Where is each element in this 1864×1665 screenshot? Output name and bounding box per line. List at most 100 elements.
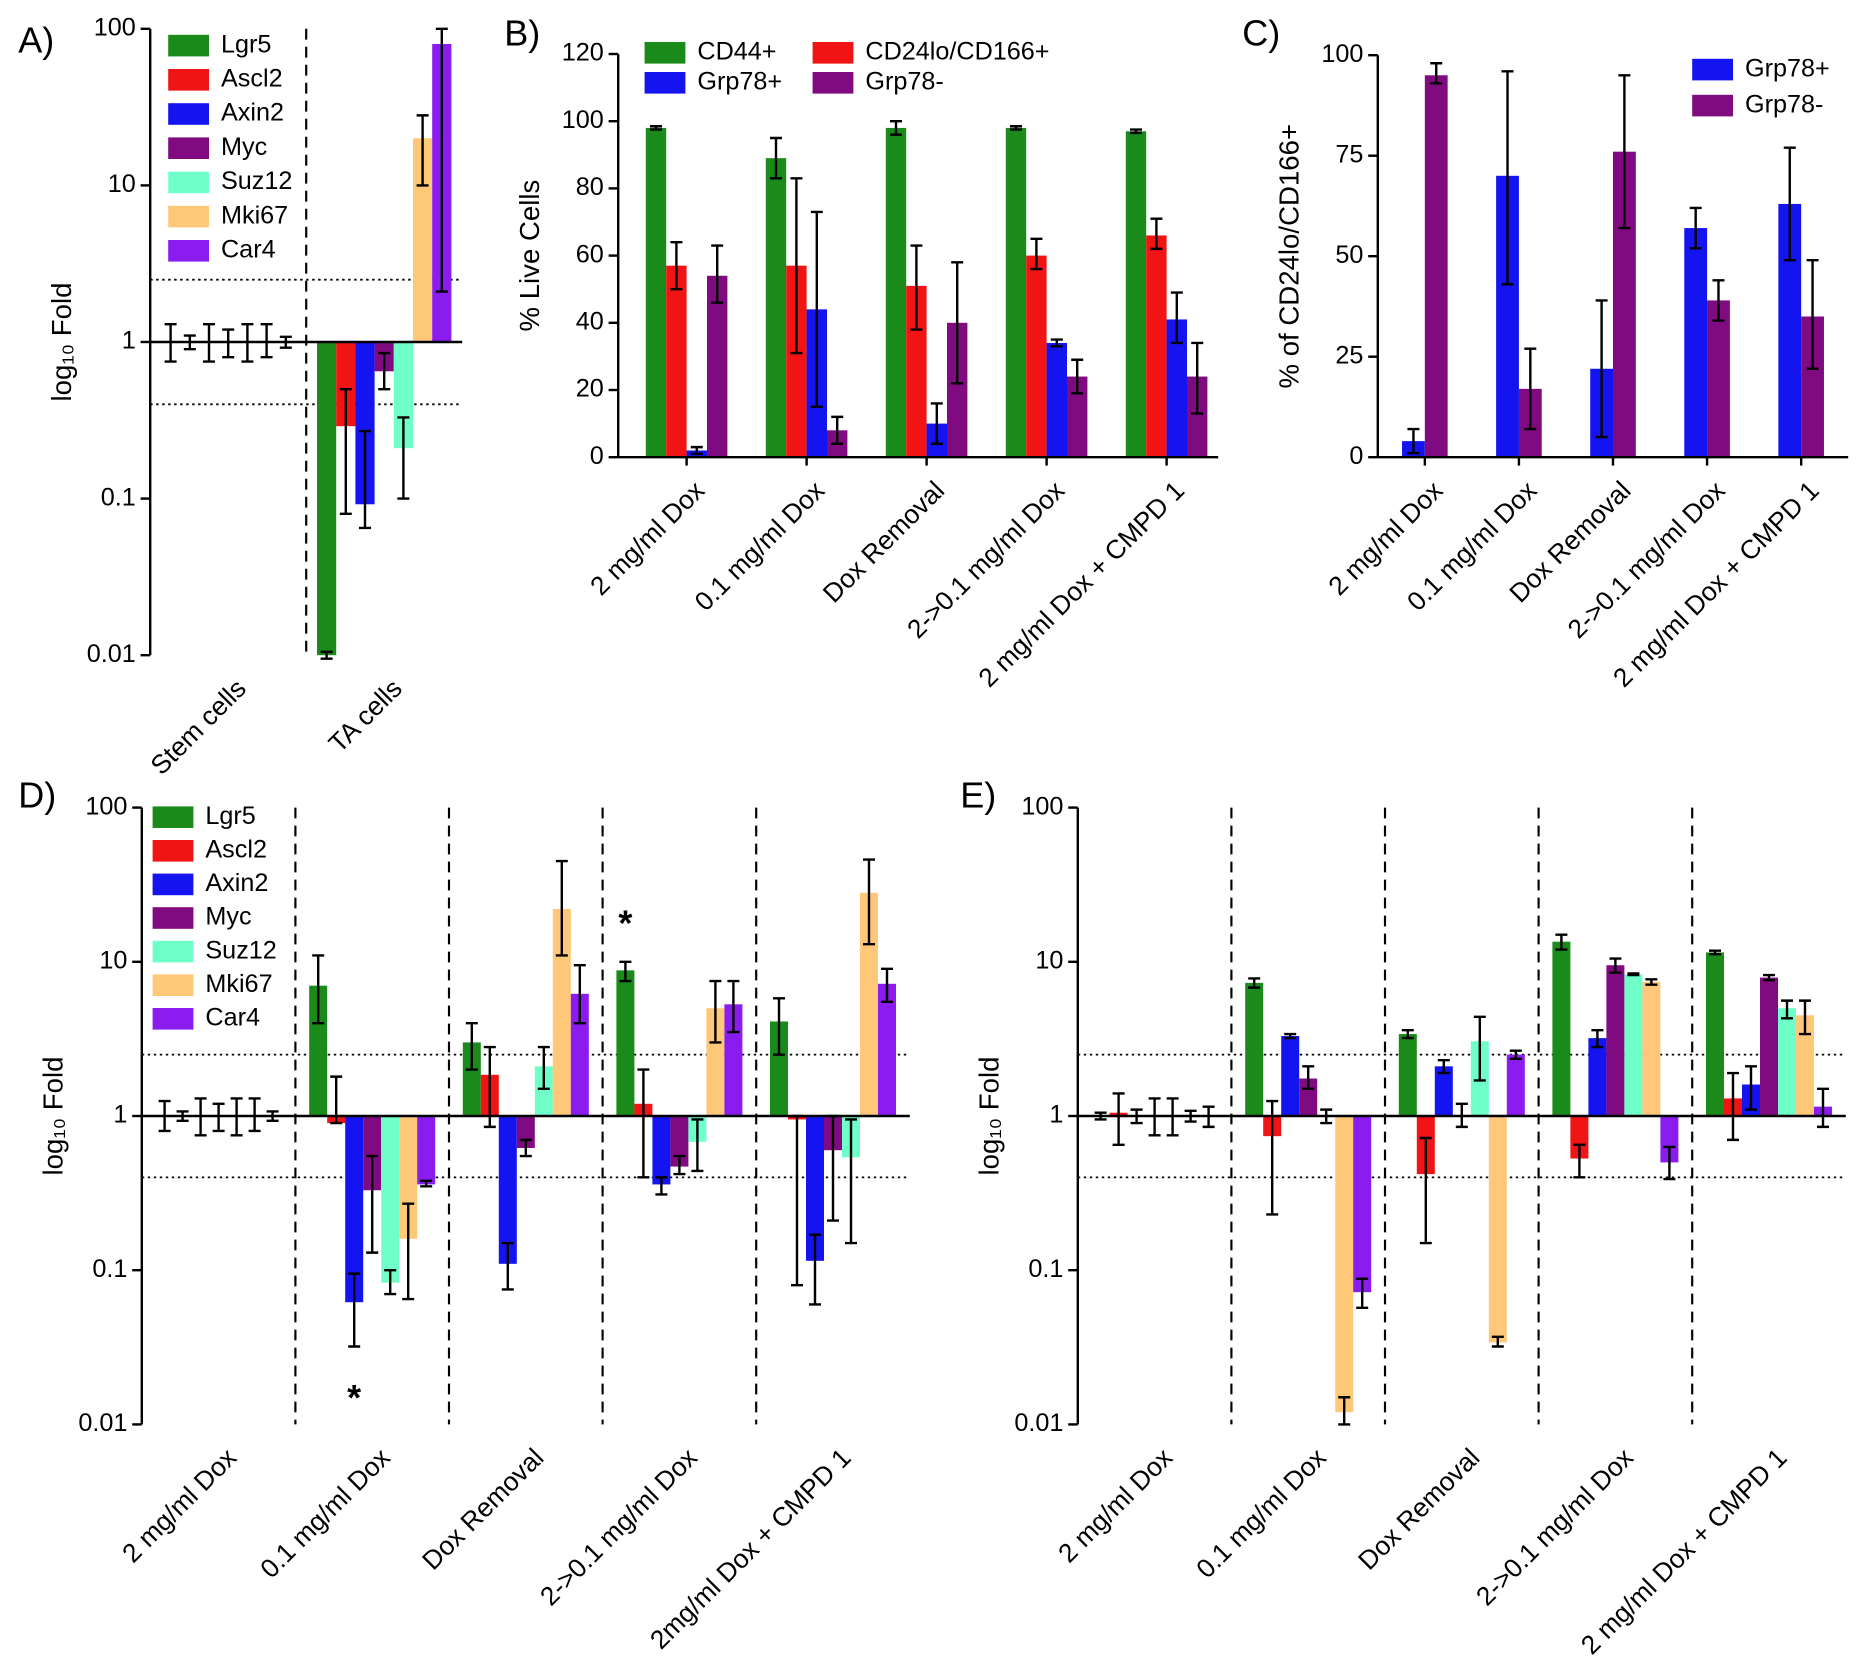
error-bar bbox=[1609, 957, 1622, 974]
bar bbox=[355, 342, 375, 505]
bar bbox=[1796, 1015, 1814, 1116]
error-bar bbox=[1783, 146, 1796, 262]
legend-label: Grp78+ bbox=[1745, 54, 1830, 82]
y-axis-label: log₁₀ Fold bbox=[46, 283, 77, 402]
legend-swatch bbox=[168, 103, 209, 125]
x-tick-label: 2->0.1 mg/ml Dox bbox=[534, 1442, 703, 1611]
error-bar bbox=[416, 114, 429, 187]
legend-swatch bbox=[168, 205, 209, 228]
bar bbox=[1496, 175, 1519, 458]
bar bbox=[1005, 127, 1027, 458]
bar bbox=[1398, 1034, 1417, 1116]
error-bar bbox=[537, 1045, 550, 1091]
error-bar bbox=[348, 1272, 361, 1348]
y-tick-label: 40 bbox=[576, 307, 604, 335]
bar bbox=[1187, 376, 1208, 458]
legend-swatch bbox=[812, 72, 854, 94]
legend-label: Axin2 bbox=[205, 869, 268, 897]
bar bbox=[1434, 1066, 1453, 1116]
bar bbox=[1488, 1116, 1507, 1343]
error-bar bbox=[1437, 1059, 1450, 1075]
error-bar bbox=[1191, 341, 1204, 415]
bar bbox=[1046, 342, 1067, 458]
error-bar bbox=[1763, 973, 1775, 982]
error-bar bbox=[1727, 1071, 1739, 1142]
error-bar bbox=[772, 997, 785, 1056]
legend-label: Grp78+ bbox=[697, 67, 782, 95]
legend-label: Myc bbox=[205, 903, 251, 931]
y-tick-label: 100 bbox=[94, 13, 136, 41]
y-tick-label: 0 bbox=[590, 442, 604, 470]
error-bar bbox=[844, 1118, 857, 1245]
bar bbox=[1660, 1116, 1679, 1163]
x-tick-label: Stem cells bbox=[144, 673, 251, 780]
bar bbox=[1760, 977, 1778, 1116]
panel-label: B) bbox=[504, 13, 540, 54]
bar bbox=[1424, 75, 1448, 458]
error-bar bbox=[320, 650, 333, 660]
error-bar bbox=[339, 387, 352, 515]
error-bar bbox=[1050, 338, 1063, 348]
error-bar bbox=[435, 27, 448, 293]
legend-label: Suz12 bbox=[221, 167, 292, 195]
error-bar bbox=[1663, 1145, 1676, 1181]
error-bar bbox=[951, 261, 964, 385]
x-tick-label: 2->0.1 mg/ml Dox bbox=[1470, 1442, 1639, 1611]
error-bar bbox=[790, 177, 803, 355]
bar bbox=[317, 342, 337, 656]
bar bbox=[393, 342, 413, 449]
error-bar bbox=[1591, 1029, 1604, 1049]
bar bbox=[1067, 376, 1088, 458]
error-bar bbox=[1595, 299, 1608, 439]
legend-label: Mki67 bbox=[205, 970, 272, 998]
error-bar bbox=[1627, 972, 1640, 977]
y-tick-label: 1 bbox=[1049, 1101, 1063, 1129]
error-bar bbox=[1509, 1049, 1522, 1060]
bar bbox=[498, 1116, 517, 1264]
legend-swatch bbox=[168, 171, 209, 194]
error-bar bbox=[709, 979, 722, 1044]
y-tick-label: 100 bbox=[85, 792, 127, 820]
error-bar bbox=[1501, 70, 1514, 286]
bar bbox=[706, 1008, 725, 1116]
x-tick-label: 2 mg/ml Dox bbox=[116, 1442, 242, 1568]
error-bar bbox=[769, 136, 782, 180]
error-bar bbox=[1618, 74, 1631, 230]
error-bar bbox=[555, 859, 568, 957]
y-tick-label: 1 bbox=[113, 1101, 127, 1129]
bar bbox=[399, 1116, 418, 1239]
legend-swatch bbox=[152, 907, 194, 929]
x-tick-label: 0.1 mg/ml Dox bbox=[1190, 1442, 1332, 1584]
error-bar bbox=[1645, 978, 1658, 986]
error-bar bbox=[1112, 1092, 1125, 1147]
bar bbox=[1706, 952, 1724, 1116]
y-tick-label: 0.01 bbox=[1014, 1409, 1063, 1437]
y-tick-label: 75 bbox=[1335, 140, 1363, 168]
x-tick-label: 2 mg/ml Dox + CMPD 1 bbox=[972, 475, 1190, 693]
x-tick-label: 2 mg/ml Dox bbox=[1052, 1442, 1178, 1568]
error-bar bbox=[222, 328, 235, 359]
bar bbox=[552, 908, 571, 1116]
bar bbox=[1778, 203, 1802, 458]
bar bbox=[1684, 228, 1708, 458]
legend-label: Lgr5 bbox=[221, 30, 271, 58]
legend-swatch bbox=[1692, 94, 1733, 117]
legend-label: Suz12 bbox=[205, 936, 276, 964]
error-bar bbox=[880, 967, 893, 1004]
legend-swatch bbox=[644, 42, 686, 64]
y-tick-label: 20 bbox=[576, 375, 604, 403]
error-bar bbox=[384, 1269, 397, 1296]
error-bar bbox=[1302, 1065, 1315, 1091]
bar bbox=[1026, 255, 1047, 458]
error-bar bbox=[1130, 128, 1142, 135]
error-bar bbox=[483, 1045, 496, 1129]
legend-swatch bbox=[168, 69, 209, 91]
error-bar bbox=[312, 954, 325, 1025]
panel-label: E) bbox=[960, 775, 996, 816]
bar bbox=[1125, 131, 1147, 458]
legend-swatch bbox=[152, 940, 194, 963]
y-axis-label: log₁₀ Fold bbox=[38, 1057, 69, 1176]
legend-swatch bbox=[152, 840, 194, 862]
bar bbox=[878, 983, 896, 1116]
